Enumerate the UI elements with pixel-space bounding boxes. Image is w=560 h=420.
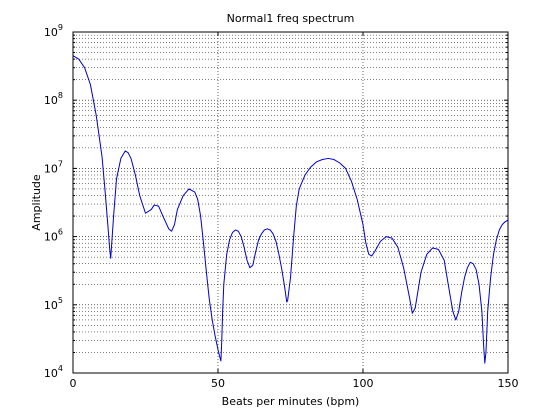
y-tick-label: 105 [44,296,63,312]
grid-lines [73,32,508,373]
x-tick-labels: 0 50 100 150 [70,377,519,390]
series-line [72,55,509,364]
axis-ticks [72,31,509,374]
x-tick-label: 50 [211,377,225,390]
y-tick-label: 108 [44,91,63,107]
x-tick-label: 0 [70,377,77,390]
plot-background [73,32,508,373]
x-tick-label: 150 [498,377,519,390]
y-tick-label: 107 [44,159,63,175]
chart-title: Normal1 freq spectrum [227,12,355,25]
y-tick-label: 104 [44,364,63,380]
y-tick-label: 106 [44,228,63,244]
plot-frame [72,31,509,374]
y-tick-labels: 104 105 106 107 108 109 [44,23,63,380]
y-axis-label: Amplitude [30,174,43,231]
x-tick-label: 100 [353,377,374,390]
series-layer [72,55,509,364]
x-axis-label: Beats per minutes (bpm) [222,395,360,408]
y-tick-label: 109 [44,23,63,39]
